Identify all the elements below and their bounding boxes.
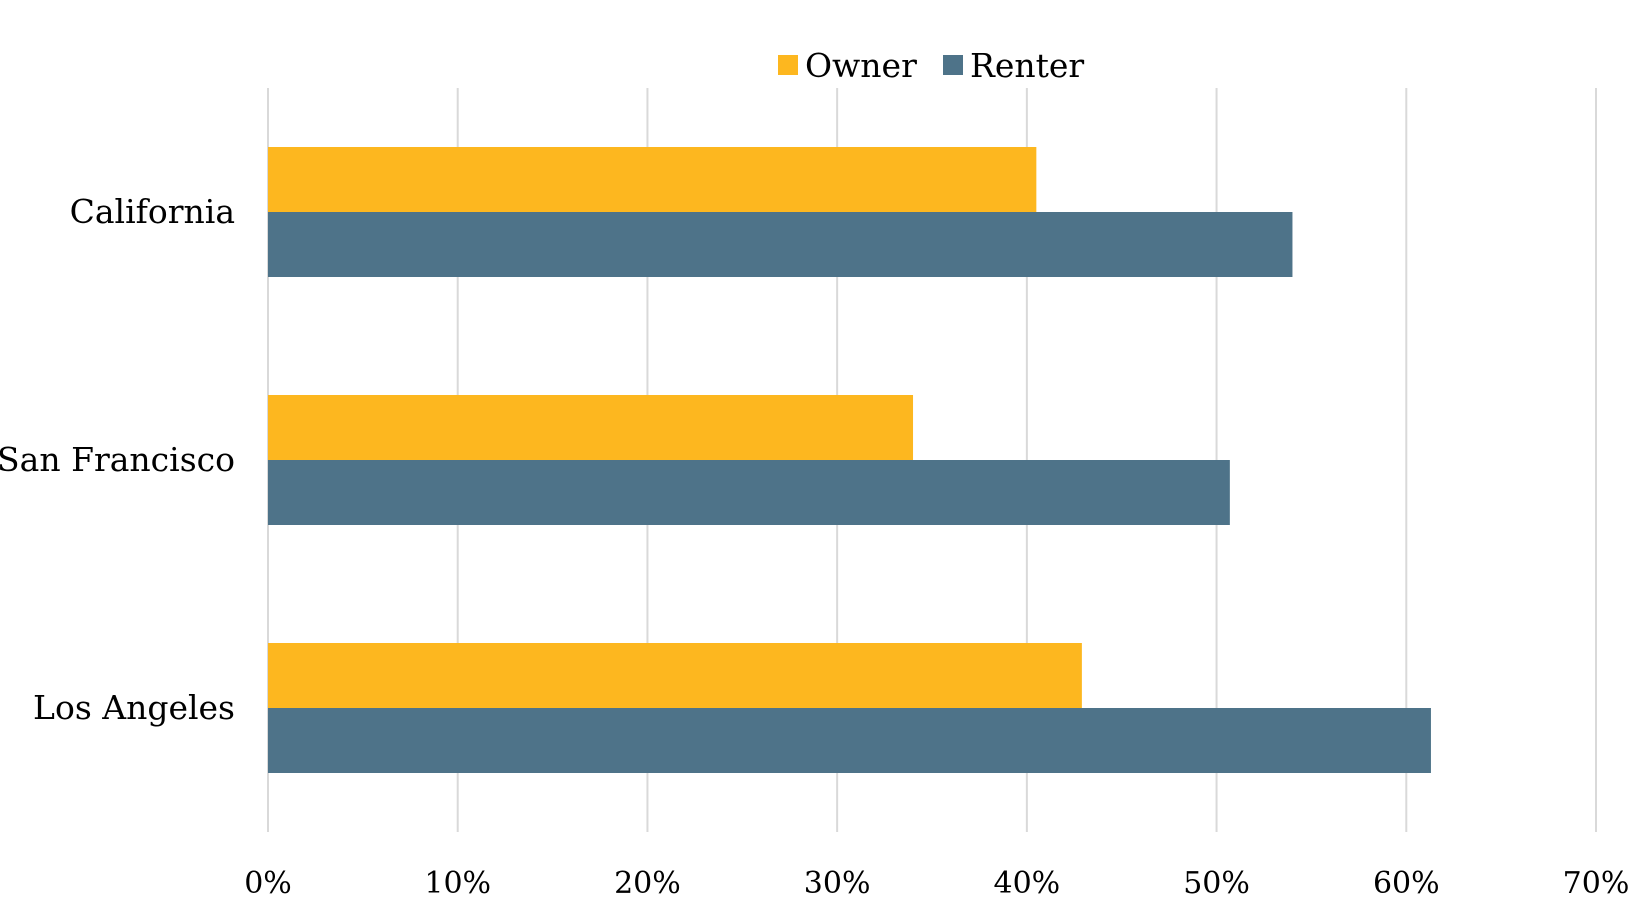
x-tick-label: 20% — [614, 866, 681, 901]
y-category-label: San Francisco — [0, 440, 235, 479]
bar-renter — [268, 460, 1230, 525]
bar-owner — [268, 395, 914, 460]
legend-swatch-owner — [778, 55, 798, 75]
y-category-label: California — [70, 192, 235, 231]
x-tick-label: 50% — [1183, 866, 1250, 901]
bars — [268, 147, 1431, 773]
legend-label-renter: Renter — [970, 46, 1084, 85]
x-tick-label: 0% — [244, 866, 292, 901]
x-tick-label: 30% — [804, 866, 871, 901]
bar-owner — [268, 643, 1082, 708]
legend-label-owner: Owner — [805, 46, 917, 85]
x-axis-ticks: 0% 10% 20% 30% 40% 50% 60% 70% — [244, 866, 1629, 901]
y-axis-categories: California San Francisco Los Angeles — [0, 192, 235, 727]
bar-renter — [268, 212, 1293, 277]
y-category-label: Los Angeles — [33, 688, 235, 727]
legend: Owner Renter — [778, 46, 1084, 85]
bar-renter — [268, 708, 1431, 773]
x-tick-label: 10% — [424, 866, 491, 901]
x-tick-label: 40% — [994, 866, 1061, 901]
x-tick-label: 60% — [1373, 866, 1440, 901]
bar-owner — [268, 147, 1037, 212]
legend-swatch-renter — [943, 55, 963, 75]
x-tick-label: 70% — [1563, 866, 1630, 901]
